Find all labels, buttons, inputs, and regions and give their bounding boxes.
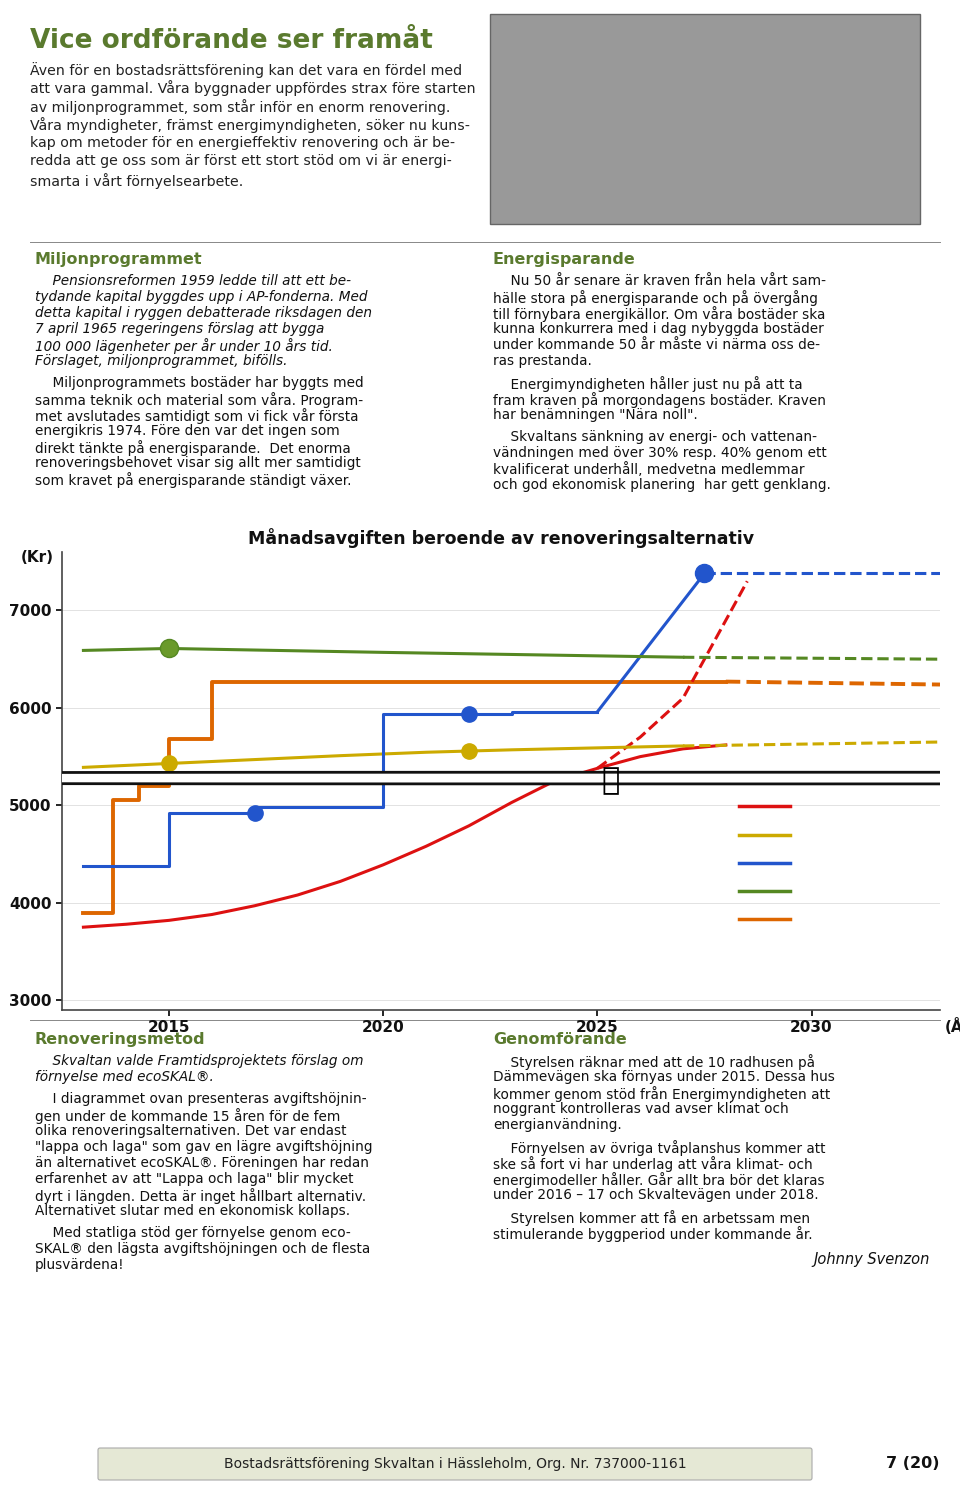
Text: Med statliga stöd ger förnyelse genom eco-: Med statliga stöd ger förnyelse genom ec… <box>35 1226 350 1239</box>
Text: energianvändning.: energianvändning. <box>493 1117 622 1132</box>
Text: 100 000 lägenheter per år under 10 års tid.: 100 000 lägenheter per år under 10 års t… <box>35 337 333 354</box>
Text: Miljonprogrammet: Miljonprogrammet <box>35 253 203 267</box>
Text: 7 april 1965 regeringens förslag att bygga: 7 april 1965 regeringens förslag att byg… <box>35 322 324 336</box>
Text: 7 (20): 7 (20) <box>886 1456 940 1471</box>
Text: som kravet på energisparande ständigt växer.: som kravet på energisparande ständigt vä… <box>35 473 351 487</box>
Text: smarta i vårt förnyelsearbete.: smarta i vårt förnyelsearbete. <box>30 172 243 189</box>
Text: SKAL® den lägsta avgiftshöjningen och de flesta: SKAL® den lägsta avgiftshöjningen och de… <box>35 1242 371 1256</box>
Text: plusvärdena!: plusvärdena! <box>35 1259 125 1272</box>
Text: Dämmevägen ska förnyas under 2015. Dessa hus: Dämmevägen ska förnyas under 2015. Dessa… <box>493 1070 835 1083</box>
Text: noggrant kontrolleras vad avser klimat och: noggrant kontrolleras vad avser klimat o… <box>493 1103 789 1116</box>
Text: ske så fort vi har underlag att våra klimat- och: ske så fort vi har underlag att våra kli… <box>493 1156 813 1172</box>
Text: Vice ordförande ser framåt: Vice ordförande ser framåt <box>30 28 433 53</box>
Text: dyrt i längden. Detta är inget hållbart alternativ.: dyrt i längden. Detta är inget hållbart … <box>35 1187 366 1204</box>
Text: har benämningen "Nära noll".: har benämningen "Nära noll". <box>493 409 698 422</box>
Text: Skvaltan valde Framtidsprojektets förslag om: Skvaltan valde Framtidsprojektets försla… <box>35 1054 364 1068</box>
Text: stimulerande byggperiod under kommande år.: stimulerande byggperiod under kommande å… <box>493 1226 812 1242</box>
Text: erfarenhet av att "Lappa och laga" blir mycket: erfarenhet av att "Lappa och laga" blir … <box>35 1172 353 1186</box>
Text: Styrelsen räknar med att de 10 radhusen på: Styrelsen räknar med att de 10 radhusen … <box>493 1054 815 1070</box>
Text: Energisparande: Energisparande <box>493 253 636 267</box>
Text: Våra myndigheter, främst energimyndigheten, söker nu kuns-: Våra myndigheter, främst energimyndighet… <box>30 117 470 134</box>
Text: under kommande 50 år måste vi närma oss de-: under kommande 50 år måste vi närma oss … <box>493 337 820 352</box>
Text: Förnyelsen av övriga tvåplanshus kommer att: Förnyelsen av övriga tvåplanshus kommer … <box>493 1140 826 1156</box>
Text: än alternativet ecoSKAL®. Föreningen har redan: än alternativet ecoSKAL®. Föreningen har… <box>35 1156 369 1169</box>
Text: detta kapital i ryggen debatterade riksdagen den: detta kapital i ryggen debatterade riksd… <box>35 306 372 319</box>
Text: Pensionsreformen 1959 ledde till att ett be-: Pensionsreformen 1959 ledde till att ett… <box>35 273 351 288</box>
Text: (Kr): (Kr) <box>21 550 54 565</box>
Text: 💣: 💣 <box>601 767 619 795</box>
Text: hälle stora på energisparande och på övergång: hälle stora på energisparande och på öve… <box>493 290 818 306</box>
Text: Genomförande: Genomförande <box>493 1031 627 1048</box>
Text: fram kraven på morgondagens bostäder. Kraven: fram kraven på morgondagens bostäder. Kr… <box>493 392 826 409</box>
Text: kvalificerat underhåll, medvetna medlemmar: kvalificerat underhåll, medvetna medlemm… <box>493 462 804 477</box>
Text: Förslaget, miljonprogrammet, bifölls.: Förslaget, miljonprogrammet, bifölls. <box>35 354 287 369</box>
Text: redda att ge oss som är först ett stort stöd om vi är energi-: redda att ge oss som är först ett stort … <box>30 155 452 168</box>
Text: Renoveringsmetod: Renoveringsmetod <box>35 1031 205 1048</box>
Text: ras prestanda.: ras prestanda. <box>493 354 592 369</box>
Text: Bostadsrättsförening Skvaltan i Hässleholm, Org. Nr. 737000-1161: Bostadsrättsförening Skvaltan i Hässleho… <box>224 1456 686 1471</box>
Title: Månadsavgiften beroende av renoveringsalternativ: Månadsavgiften beroende av renoveringsal… <box>248 528 754 548</box>
Bar <box>490 13 920 224</box>
Text: "lappa och laga" som gav en lägre avgiftshöjning: "lappa och laga" som gav en lägre avgift… <box>35 1140 372 1155</box>
Text: kap om metoder för en energieffektiv renovering och är be-: kap om metoder för en energieffektiv ren… <box>30 137 455 150</box>
Text: met avslutades samtidigt som vi fick vår första: met avslutades samtidigt som vi fick vår… <box>35 409 358 424</box>
Text: Nu 50 år senare är kraven från hela vårt sam-: Nu 50 år senare är kraven från hela vårt… <box>493 273 826 288</box>
FancyBboxPatch shape <box>98 1447 812 1480</box>
Text: olika renoveringsalternativen. Det var endast: olika renoveringsalternativen. Det var e… <box>35 1123 347 1138</box>
Text: kommer genom stöd från Energimyndigheten att: kommer genom stöd från Energimyndigheten… <box>493 1086 830 1103</box>
Text: (År): (År) <box>945 1018 960 1036</box>
Text: gen under de kommande 15 åren för de fem: gen under de kommande 15 åren för de fem <box>35 1109 341 1123</box>
Text: I diagrammet ovan presenteras avgiftshöjnin-: I diagrammet ovan presenteras avgiftshöj… <box>35 1092 367 1106</box>
Text: Johnny Svenzon: Johnny Svenzon <box>814 1253 930 1268</box>
Text: av miljonprogrammet, som står inför en enorm renovering.: av miljonprogrammet, som står inför en e… <box>30 100 450 114</box>
Text: renoveringsbehovet visar sig allt mer samtidigt: renoveringsbehovet visar sig allt mer sa… <box>35 456 361 470</box>
Text: energimodeller håller. Går allt bra bör det klaras: energimodeller håller. Går allt bra bör … <box>493 1172 825 1187</box>
Text: under 2016 – 17 och Skvaltevägen under 2018.: under 2016 – 17 och Skvaltevägen under 2… <box>493 1187 819 1202</box>
Text: samma teknik och material som våra. Program-: samma teknik och material som våra. Prog… <box>35 392 363 409</box>
Text: Skvaltans sänkning av energi- och vattenan-: Skvaltans sänkning av energi- och vatten… <box>493 429 817 444</box>
Text: Alternativet slutar med en ekonomisk kollaps.: Alternativet slutar med en ekonomisk kol… <box>35 1204 350 1219</box>
Text: till förnybara energikällor. Om våra bostäder ska: till förnybara energikällor. Om våra bos… <box>493 306 826 322</box>
Text: Styrelsen kommer att få en arbetssam men: Styrelsen kommer att få en arbetssam men <box>493 1210 810 1226</box>
Text: Även för en bostadsrättsförening kan det vara en fördel med: Även för en bostadsrättsförening kan det… <box>30 62 462 77</box>
Text: energikris 1974. Före den var det ingen som: energikris 1974. Före den var det ingen … <box>35 424 340 438</box>
Text: att vara gammal. Våra byggnader uppfördes strax före starten: att vara gammal. Våra byggnader uppförde… <box>30 80 475 97</box>
Circle shape <box>0 773 960 785</box>
Text: Miljonprogrammets bostäder har byggts med: Miljonprogrammets bostäder har byggts me… <box>35 376 364 389</box>
Text: och god ekonomisk planering  har gett genklang.: och god ekonomisk planering har gett gen… <box>493 478 830 492</box>
Text: direkt tänkte på energisparande.  Det enorma: direkt tänkte på energisparande. Det eno… <box>35 440 350 456</box>
Text: Energimyndigheten håller just nu på att ta: Energimyndigheten håller just nu på att … <box>493 376 803 392</box>
Text: tydande kapital byggdes upp i AP-fonderna. Med: tydande kapital byggdes upp i AP-fondern… <box>35 290 368 305</box>
Text: vändningen med över 30% resp. 40% genom ett: vändningen med över 30% resp. 40% genom … <box>493 446 827 461</box>
Text: förnyelse med ecoSKAL®.: förnyelse med ecoSKAL®. <box>35 1070 214 1083</box>
Text: kunna konkurrera med i dag nybyggda bostäder: kunna konkurrera med i dag nybyggda bost… <box>493 322 824 336</box>
